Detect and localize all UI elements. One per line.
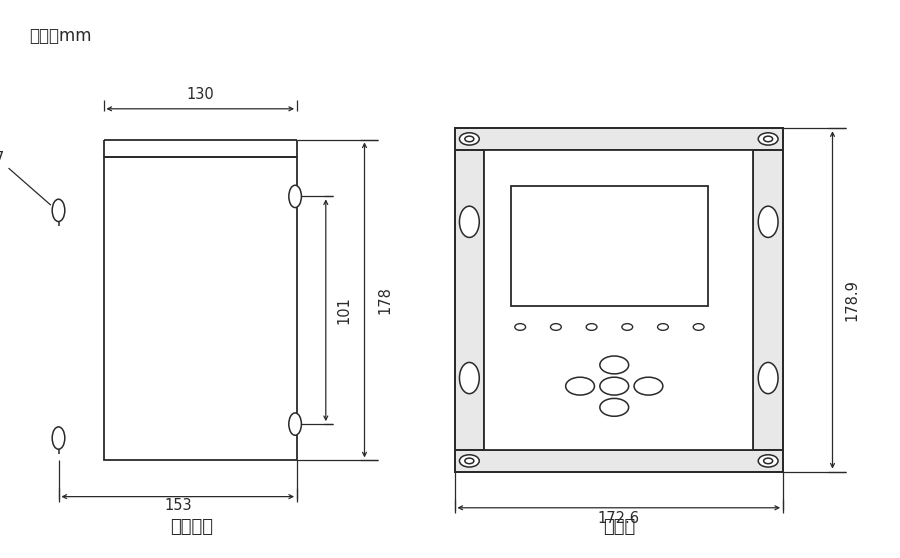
Text: 153: 153 xyxy=(164,498,192,513)
Bar xyxy=(753,128,783,472)
Bar xyxy=(454,128,484,472)
Circle shape xyxy=(622,324,633,330)
Text: 130: 130 xyxy=(186,87,214,102)
Circle shape xyxy=(763,458,772,464)
Bar xyxy=(511,186,707,306)
Ellipse shape xyxy=(459,363,479,394)
Bar xyxy=(484,150,753,450)
Ellipse shape xyxy=(459,206,479,238)
Circle shape xyxy=(459,133,479,145)
Circle shape xyxy=(599,377,629,395)
Text: 开孔尺寸: 开孔尺寸 xyxy=(170,518,212,536)
Ellipse shape xyxy=(52,427,65,449)
Text: 单位：mm: 单位：mm xyxy=(29,27,91,45)
Circle shape xyxy=(464,458,473,464)
Circle shape xyxy=(586,324,597,330)
Bar xyxy=(454,128,783,472)
Circle shape xyxy=(758,133,778,145)
Ellipse shape xyxy=(289,185,302,208)
Circle shape xyxy=(599,398,629,416)
Circle shape xyxy=(515,324,526,330)
Text: 172.6: 172.6 xyxy=(598,511,640,526)
Circle shape xyxy=(551,324,562,330)
Circle shape xyxy=(634,377,662,395)
Text: 101: 101 xyxy=(337,296,352,324)
Bar xyxy=(454,128,783,150)
Text: ø7: ø7 xyxy=(0,151,4,166)
Bar xyxy=(454,450,783,472)
Circle shape xyxy=(658,324,669,330)
Text: 正视图: 正视图 xyxy=(603,518,634,536)
Circle shape xyxy=(464,136,473,142)
Ellipse shape xyxy=(758,363,778,394)
Bar xyxy=(104,157,297,460)
Circle shape xyxy=(565,377,594,395)
Ellipse shape xyxy=(289,413,302,435)
Bar xyxy=(454,450,783,472)
Circle shape xyxy=(763,136,772,142)
Ellipse shape xyxy=(758,206,778,238)
Bar xyxy=(454,128,783,472)
Circle shape xyxy=(693,324,704,330)
Bar xyxy=(454,128,484,472)
Ellipse shape xyxy=(52,199,65,222)
Circle shape xyxy=(599,356,629,374)
Bar xyxy=(454,128,783,150)
Bar xyxy=(753,128,783,472)
Text: 178: 178 xyxy=(377,286,392,314)
Circle shape xyxy=(758,455,778,467)
Circle shape xyxy=(459,455,479,467)
Text: 178.9: 178.9 xyxy=(844,279,860,321)
